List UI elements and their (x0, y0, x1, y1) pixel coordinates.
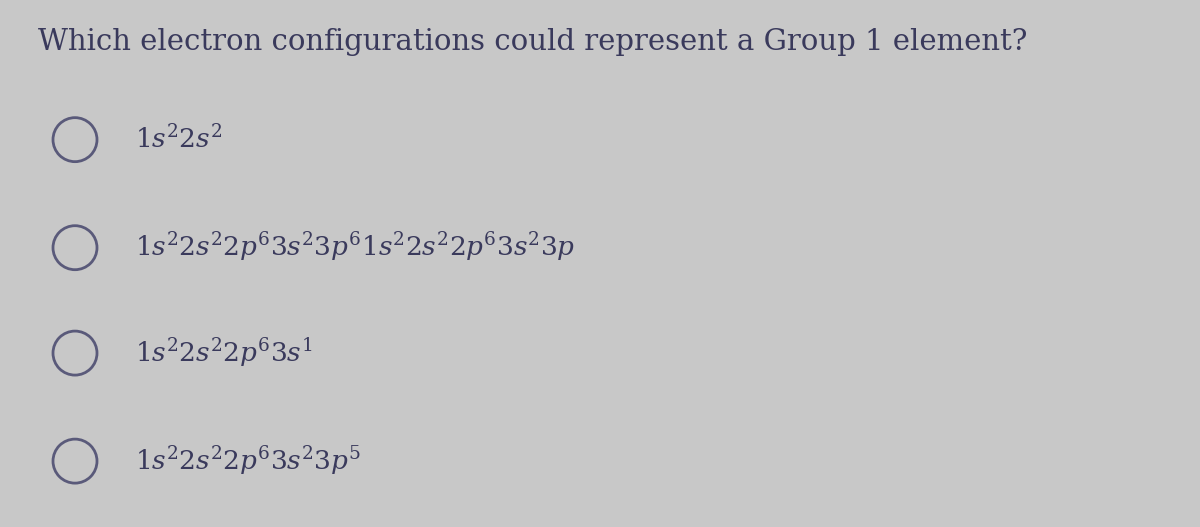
Text: $1s^{2}2s^{2}$: $1s^{2}2s^{2}$ (134, 125, 222, 154)
Text: Which electron configurations could represent a Group 1 element?: Which electron configurations could repr… (38, 28, 1027, 56)
Text: $1s^{2}2s^{2}2p^{6}3s^{1}$: $1s^{2}2s^{2}2p^{6}3s^{1}$ (134, 337, 313, 369)
Text: $1s^{2}2s^{2}2p^{6}3s^{2}3p^{6}1s^{2}2s^{2}2p^{6}3s^{2}3p$: $1s^{2}2s^{2}2p^{6}3s^{2}3p^{6}1s^{2}2s^… (134, 231, 575, 265)
Text: $1s^{2}2s^{2}2p^{6}3s^{2}3p^{5}$: $1s^{2}2s^{2}2p^{6}3s^{2}3p^{5}$ (134, 444, 361, 478)
